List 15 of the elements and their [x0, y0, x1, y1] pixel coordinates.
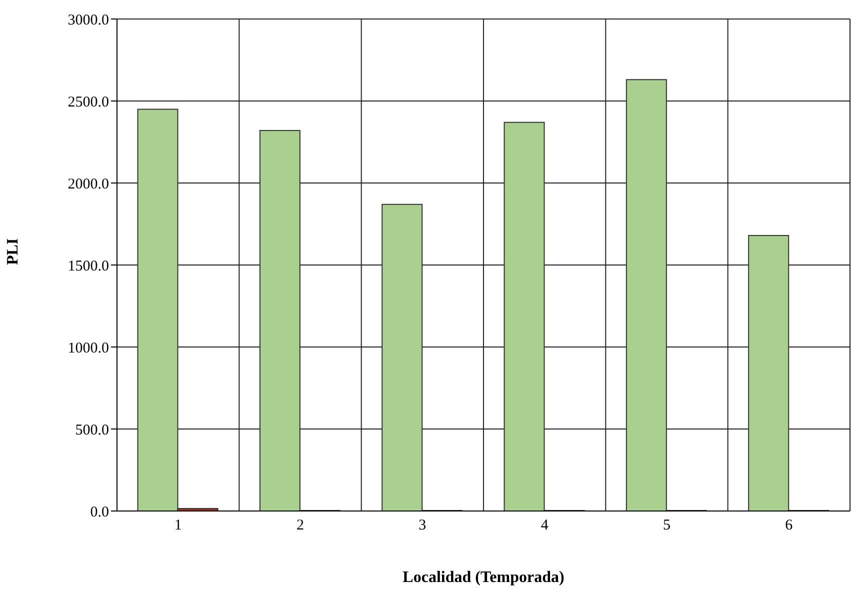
x-axis-title: Localidad (Temporada)	[402, 569, 564, 586]
x-tick-label: 1	[174, 518, 182, 534]
x-tick-label: 3	[418, 518, 426, 534]
y-tick-label: 0.0	[90, 504, 109, 520]
y-tick-label: 2500.0	[68, 94, 109, 110]
y-tick-label: 500.0	[75, 422, 109, 438]
y-tick-label: 1500.0	[68, 258, 109, 274]
y-tick-label: 2000.0	[68, 176, 109, 192]
x-tick-label: 2	[296, 518, 304, 534]
x-tick-label: 4	[540, 518, 549, 534]
y-axis-title: PLI	[4, 238, 22, 265]
x-tick-label: 6	[785, 518, 794, 534]
y-tick-label: 1000.0	[68, 340, 109, 356]
x-tick-label: 5	[663, 518, 670, 534]
y-tick-label: 3000.0	[68, 12, 109, 28]
